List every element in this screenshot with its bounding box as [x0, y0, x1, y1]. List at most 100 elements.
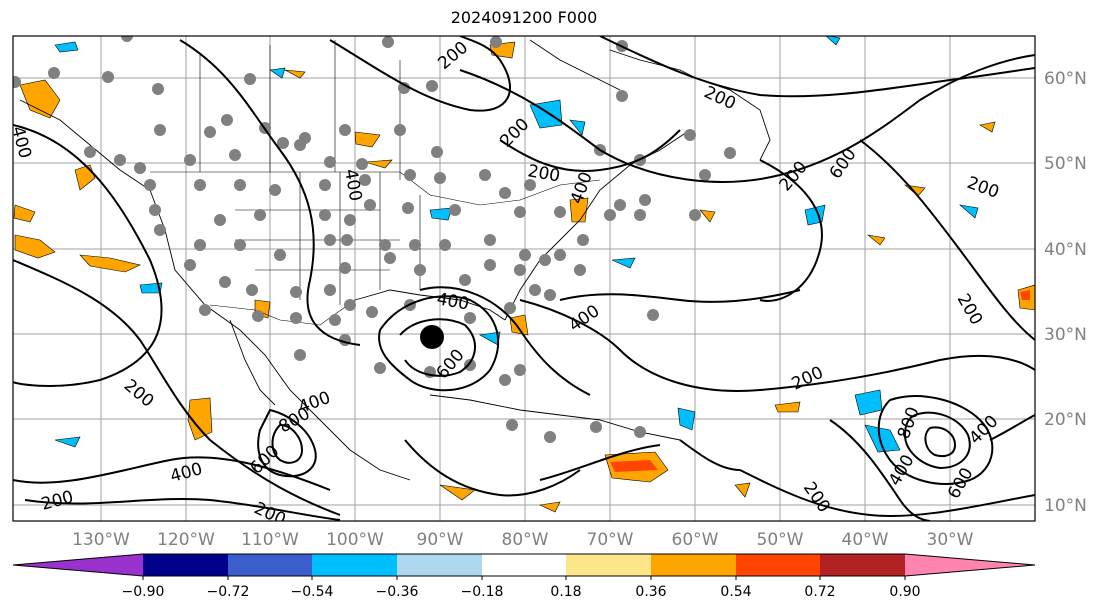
station-dot — [364, 199, 376, 211]
longitude-label: 80°W — [502, 530, 549, 550]
station-dot — [149, 204, 161, 216]
station-dot — [724, 147, 736, 159]
contour-lines — [13, 36, 1035, 521]
station-dot — [154, 124, 166, 136]
longitude-labels: 130°W 120°W 110°W 100°W 90°W 80°W 70°W 60°W 50°W… — [72, 530, 974, 550]
station-dot — [269, 184, 281, 196]
contour-line — [404, 439, 581, 497]
station-dot — [339, 262, 351, 274]
colorbar-tick-label: 0.90 — [889, 584, 920, 600]
anomaly-patch — [569, 197, 589, 223]
station-dot — [616, 90, 628, 102]
station-dot — [699, 169, 711, 181]
station-dot — [484, 234, 496, 246]
station-dot — [274, 249, 286, 261]
contour-line — [459, 54, 1035, 183]
contour-line — [829, 419, 931, 521]
station-dot — [341, 234, 353, 246]
station-dot — [529, 284, 541, 296]
station-dot — [84, 146, 96, 158]
station-dot — [524, 179, 536, 191]
latitude-label: 60°N — [1044, 69, 1087, 89]
positive-anomaly-patches — [13, 41, 1035, 513]
contour-line — [989, 414, 1035, 441]
station-dot — [13, 76, 21, 88]
station-dot — [484, 259, 496, 271]
colorbar-tick-label: −0.72 — [207, 584, 250, 600]
latitude-label: 20°N — [1044, 410, 1087, 430]
latitude-label: 30°N — [1044, 325, 1087, 345]
station-dot — [194, 239, 206, 251]
anomaly-patch — [734, 482, 751, 498]
coastline — [229, 319, 276, 406]
station-dot — [544, 431, 556, 443]
station-dot — [324, 284, 336, 296]
station-dot — [134, 162, 146, 174]
colorbar-segment — [566, 554, 651, 576]
station-dot — [374, 362, 386, 374]
station-dot — [144, 179, 156, 191]
colorbar-tick-label: −0.54 — [291, 584, 334, 600]
longitude-label: 60°W — [672, 530, 719, 550]
anomaly-patch — [864, 424, 901, 453]
station-dot — [294, 349, 306, 361]
border — [199, 40, 401, 180]
anomaly-patch — [538, 501, 561, 513]
low-center-marker — [420, 325, 444, 349]
longitude-label: 110°W — [241, 530, 299, 550]
station-dot — [366, 306, 378, 318]
colorbar-tick-label: −0.36 — [376, 584, 419, 600]
station-dot — [647, 309, 659, 321]
station-dot — [154, 224, 166, 236]
station-dot — [234, 179, 246, 191]
station-dot — [499, 374, 511, 386]
colorbar-segment — [820, 554, 905, 576]
contour-line — [679, 439, 741, 471]
station-dot — [499, 187, 511, 199]
anomaly-patch — [284, 69, 306, 79]
station-dot — [290, 286, 302, 298]
station-dot — [506, 419, 518, 431]
anomaly-patch — [269, 67, 286, 79]
station-dot — [214, 214, 226, 226]
contour-line — [924, 426, 957, 458]
station-dot — [574, 264, 586, 276]
station-dot — [219, 276, 231, 288]
anomaly-patch — [79, 254, 141, 273]
contour-line — [13, 259, 341, 516]
station-dot — [290, 312, 302, 324]
station-dot — [184, 154, 196, 166]
coastline — [529, 39, 621, 91]
contour-line — [271, 423, 304, 464]
contour-line — [539, 444, 661, 481]
anomaly-patch — [439, 484, 476, 501]
station-dot — [339, 124, 351, 136]
colorbar-segment — [482, 554, 566, 576]
contour-line — [378, 295, 500, 392]
station-dot — [229, 149, 241, 161]
station-dot — [398, 82, 410, 94]
contour-line — [599, 36, 1035, 98]
station-dot — [514, 206, 526, 218]
anomaly-patch — [866, 234, 886, 246]
contour-line — [559, 289, 801, 303]
station-dot — [577, 234, 589, 246]
station-dot — [114, 154, 126, 166]
gridlines — [13, 36, 1035, 521]
colorbar-extend-low — [13, 554, 143, 576]
colorbar-segment — [397, 554, 482, 576]
colorbar-tick-label: 0.72 — [804, 584, 835, 600]
colorbar-tick-label: −0.18 — [461, 584, 504, 600]
contour-line — [903, 411, 971, 470]
contour-line — [419, 286, 591, 396]
colorbar-tick-label: 0.54 — [720, 584, 751, 600]
station-dot — [184, 259, 196, 271]
station-dot — [329, 314, 341, 326]
station-dot — [464, 359, 476, 371]
longitude-label: 40°W — [842, 530, 889, 550]
colorbar-segment — [736, 554, 820, 576]
station-dot — [246, 284, 258, 296]
anomaly-patch — [699, 209, 716, 223]
station-dot — [459, 274, 471, 286]
